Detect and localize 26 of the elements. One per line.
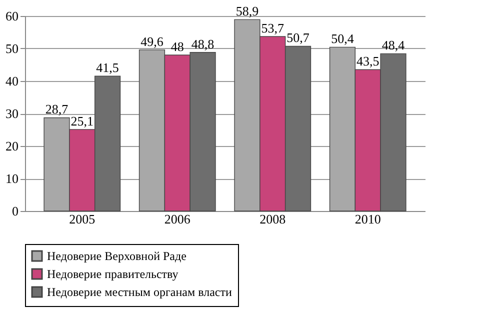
data-label: 28,7 (45, 102, 69, 117)
data-label: 25,1 (70, 113, 94, 128)
data-label: 58,9 (236, 4, 259, 19)
data-label: 48,8 (191, 36, 214, 52)
legend-label: Недоверие Верховной Раде (47, 249, 186, 263)
data-label: 53,7 (261, 20, 284, 36)
y-tick-label: 60 (6, 8, 18, 24)
y-tick-label: 40 (6, 74, 18, 88)
legend-label: Недоверие правительству (47, 267, 178, 281)
data-label: 48,4 (382, 38, 406, 53)
data-label: 41,5 (96, 60, 119, 76)
data-label: 49,6 (140, 34, 164, 49)
y-tick-label: 30 (6, 106, 18, 121)
y-tick-label: 20 (6, 138, 18, 154)
y-tick-label: 10 (6, 171, 18, 186)
data-label: 48 (170, 39, 184, 54)
x-tick-label: 2005 (69, 212, 96, 226)
legend-label: Недоверие местным органам власти (47, 285, 232, 299)
y-tick-label: 50 (6, 41, 18, 56)
y-tick-label: 0 (12, 204, 18, 218)
data-label: 50,4 (331, 31, 354, 46)
x-tick-label: 2010 (354, 212, 381, 226)
data-label: 50,7 (286, 30, 310, 46)
data-label: 43,5 (356, 54, 380, 69)
x-tick-label: 2006 (164, 212, 191, 226)
x-tick-label: 2008 (260, 212, 286, 226)
